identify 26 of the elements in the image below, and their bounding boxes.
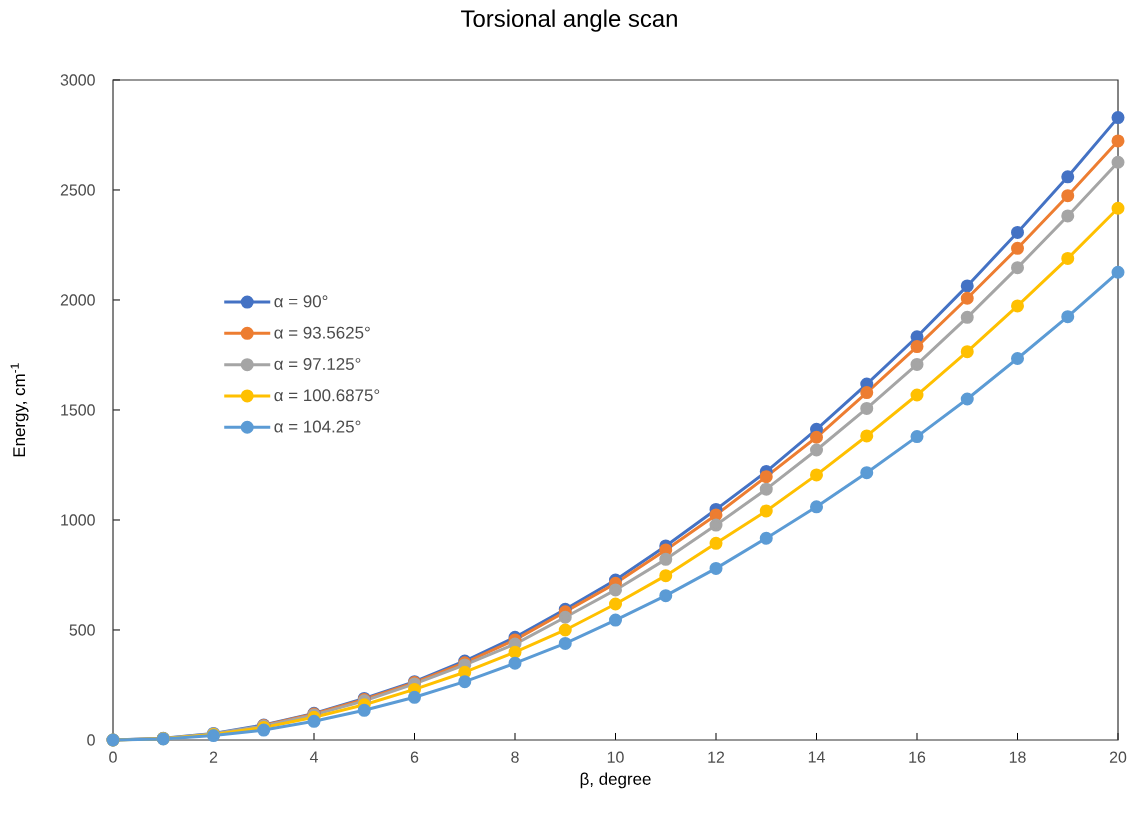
x-tick-label: 0 — [109, 751, 117, 763]
x-tick-label: 16 — [909, 751, 926, 763]
x-tick-label: 12 — [708, 751, 725, 763]
legend-label: α = 100.6875° — [274, 389, 380, 402]
y-axis-title: Energy, cm$^{-1}$ — [10, 363, 29, 457]
y-tick-label: 2500 — [60, 184, 95, 196]
y-tick-label: 2000 — [60, 294, 95, 306]
y-tick-label: 1500 — [61, 404, 95, 416]
y-tick-label: 0 — [87, 734, 95, 746]
chart-title: Torsional angle scan — [461, 9, 677, 32]
legend-label: α = 104.25° — [274, 420, 361, 433]
x-tick-label: 18 — [1009, 751, 1026, 763]
x-axis-title: β, degree — [580, 772, 651, 789]
x-tick-label: 8 — [511, 751, 519, 763]
x-tick-label: 6 — [410, 751, 419, 763]
x-tick-label: 20 — [1109, 751, 1127, 763]
x-tick-label: 4 — [309, 751, 318, 763]
y-tick-label: 1000 — [61, 514, 95, 526]
y-tick-label: 3000 — [60, 74, 95, 86]
legend-label: α = 90° — [274, 295, 328, 308]
legend-label: α = 97.125° — [274, 357, 361, 370]
x-tick-label: 14 — [808, 751, 825, 763]
x-tick-label: 10 — [607, 751, 624, 763]
y-tick-label: 500 — [69, 624, 95, 636]
legend-label: α = 93.5625° — [274, 326, 370, 339]
x-tick-label: 2 — [209, 751, 218, 763]
